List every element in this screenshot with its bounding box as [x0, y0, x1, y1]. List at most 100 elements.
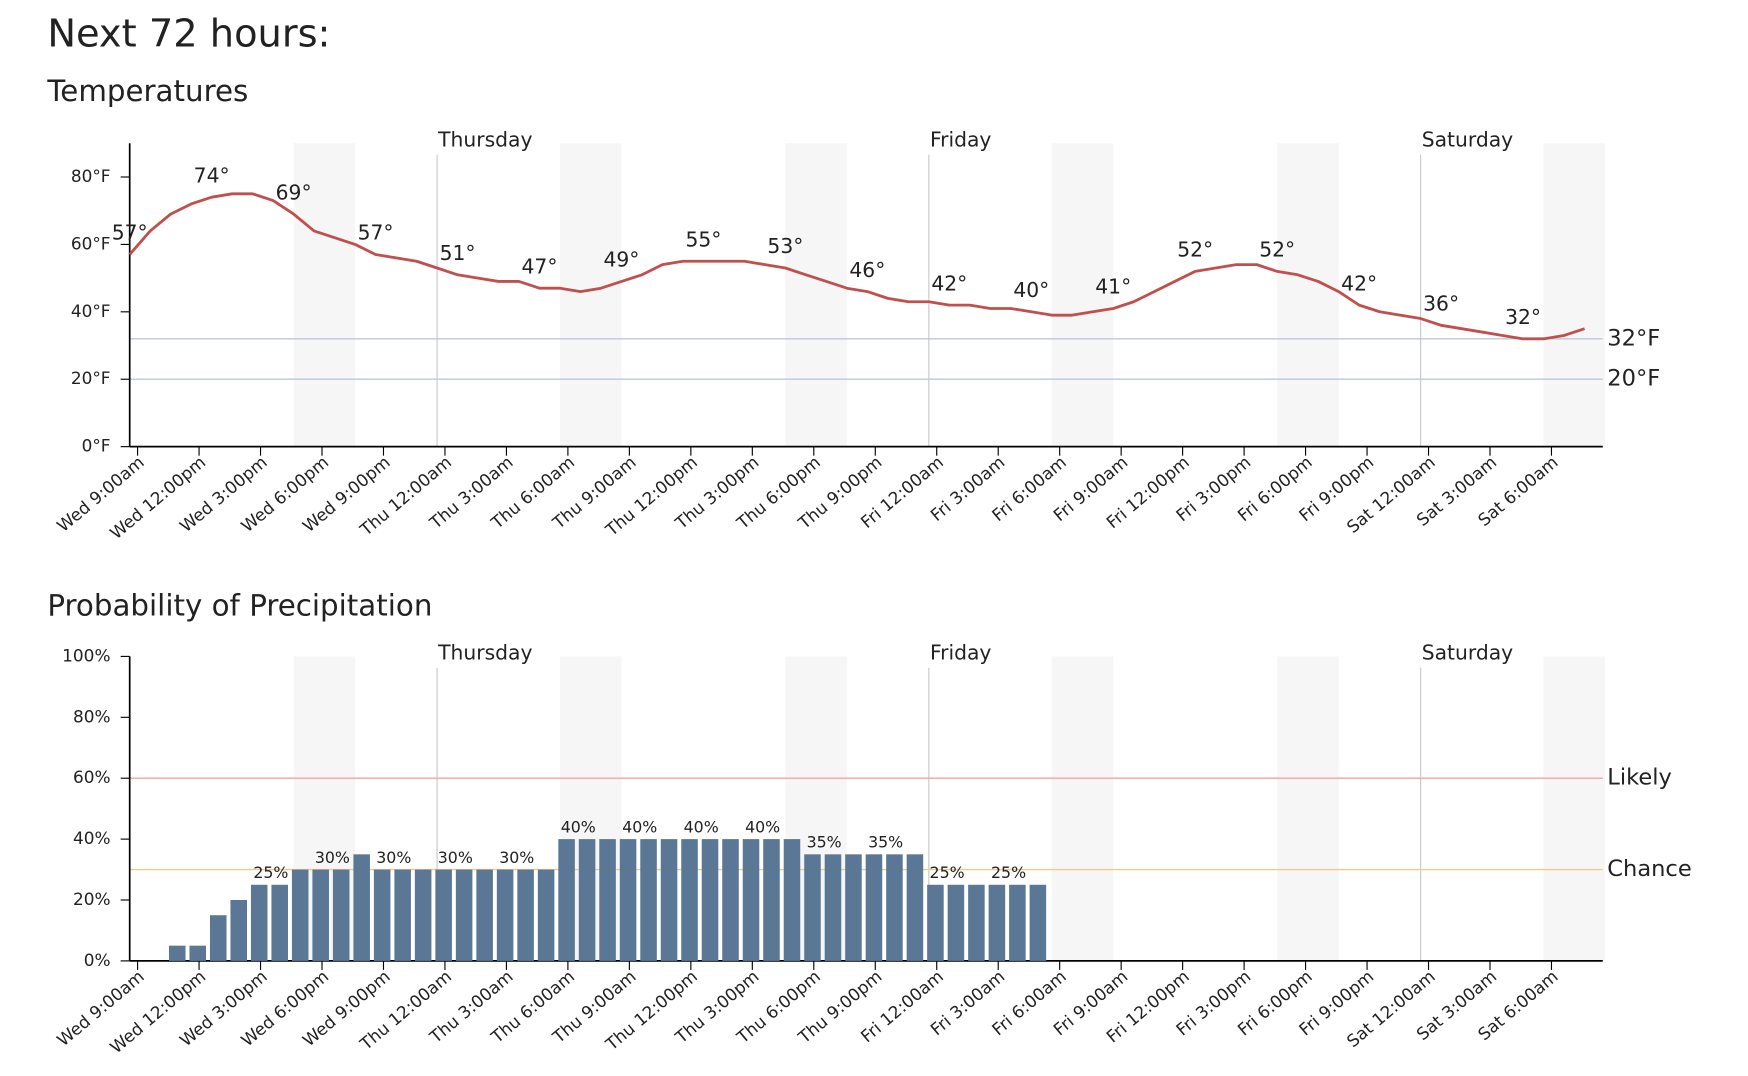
bar: [947, 884, 965, 961]
value-label: 49°: [603, 248, 639, 272]
bar: [291, 869, 309, 961]
day-label: Saturday: [1422, 641, 1513, 665]
value-label: 25%: [253, 863, 288, 882]
bar: [312, 869, 329, 961]
reference-label: Likely: [1607, 765, 1672, 791]
night-band: [1277, 656, 1339, 961]
bar: [640, 839, 657, 961]
y-tick-label: 80%: [73, 706, 111, 726]
bar: [209, 915, 227, 961]
y-tick-label: 80°F: [71, 166, 111, 186]
bar: [189, 945, 207, 961]
y-tick-label: 0%: [84, 950, 111, 970]
night-band: [1051, 656, 1114, 961]
bar: [435, 869, 452, 961]
bar: [578, 839, 596, 961]
value-label: 74°: [194, 163, 230, 187]
day-label: Thursday: [437, 641, 532, 665]
bar: [332, 869, 350, 961]
bar: [681, 839, 698, 961]
value-label: 57°: [112, 221, 148, 245]
value-label: 52°: [1259, 238, 1295, 262]
reference-label: 20°F: [1607, 366, 1660, 392]
bar: [783, 839, 801, 961]
bar: [968, 884, 985, 961]
bar: [763, 839, 780, 961]
day-label: Friday: [930, 641, 991, 665]
y-tick-label: 20%: [73, 889, 111, 909]
value-label: 42°: [931, 271, 967, 295]
value-label: 32°: [1505, 305, 1541, 329]
chart-title: Probability of Precipitation: [47, 588, 432, 622]
value-label: 42°: [1341, 271, 1377, 295]
value-label: 40%: [561, 817, 596, 836]
value-label: 30%: [499, 848, 534, 867]
bar: [353, 854, 370, 961]
value-label: 40%: [622, 817, 657, 836]
bar: [599, 839, 616, 961]
bar: [496, 869, 514, 961]
bar: [660, 839, 678, 961]
bar: [722, 839, 739, 961]
bar: [558, 839, 575, 961]
day-label: Thursday: [437, 128, 532, 152]
y-tick-label: 40°F: [71, 301, 111, 321]
reference-label: Chance: [1607, 856, 1691, 882]
night-band: [1051, 143, 1114, 447]
bar: [537, 869, 555, 961]
y-tick-label: 20°F: [71, 368, 111, 388]
bar: [845, 854, 862, 961]
bar: [168, 945, 186, 961]
value-label: 41°: [1095, 275, 1131, 299]
value-label: 46°: [849, 258, 885, 282]
bar: [517, 869, 534, 961]
value-label: 40%: [684, 817, 719, 836]
value-label: 25%: [930, 863, 965, 882]
bar: [1009, 884, 1026, 961]
temperature-line: [128, 192, 1586, 341]
bar: [701, 839, 719, 961]
y-tick-label: 100%: [62, 645, 110, 665]
y-tick-label: 0°F: [82, 436, 111, 456]
night-band: [560, 143, 622, 447]
value-label: 30%: [438, 848, 473, 867]
value-label: 35%: [868, 833, 903, 852]
value-label: 57°: [358, 221, 394, 245]
value-label: 53°: [767, 234, 803, 258]
bar: [250, 884, 268, 961]
value-label: 25%: [991, 863, 1026, 882]
y-tick-label: 60°F: [71, 233, 111, 253]
bar: [1029, 884, 1047, 961]
night-band: [1543, 143, 1606, 447]
night-band: [785, 143, 847, 447]
bar: [230, 900, 247, 961]
y-tick-label: 40%: [73, 828, 111, 848]
bar: [927, 884, 944, 961]
value-label: 55°: [685, 227, 721, 251]
value-label: 47°: [522, 254, 558, 278]
value-label: 69°: [276, 180, 312, 204]
value-label: 36°: [1423, 292, 1459, 316]
bar: [619, 839, 637, 961]
bar: [742, 839, 760, 961]
bar: [988, 884, 1006, 961]
y-tick-label: 60%: [73, 767, 111, 787]
bar: [886, 854, 903, 961]
night-band: [1277, 143, 1339, 447]
bar: [455, 869, 473, 961]
chart-title: Temperatures: [46, 74, 248, 108]
bar: [271, 884, 288, 961]
bar: [824, 854, 842, 961]
reference-label: 32°F: [1607, 325, 1660, 351]
bar: [804, 854, 821, 961]
page-title: Next 72 hours:: [47, 12, 330, 57]
bar: [394, 869, 411, 961]
day-label: Saturday: [1422, 128, 1513, 152]
value-label: 40°: [1013, 278, 1049, 302]
value-label: 30%: [315, 848, 350, 867]
bar: [373, 869, 391, 961]
value-label: 30%: [376, 848, 411, 867]
night-band: [1543, 656, 1606, 961]
bar: [865, 854, 883, 961]
